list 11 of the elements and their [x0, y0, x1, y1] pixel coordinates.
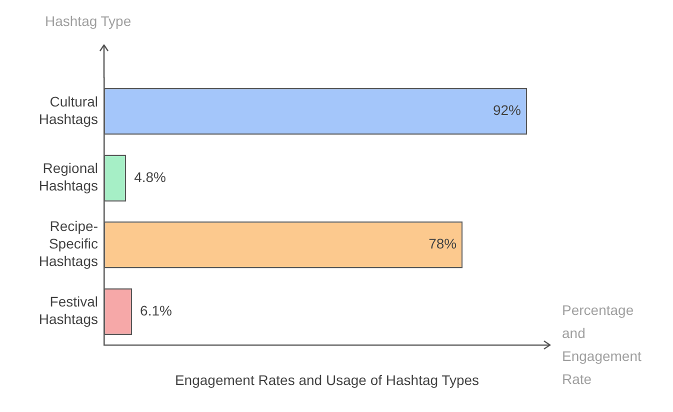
data-label: 4.8% — [134, 168, 166, 185]
data-label: 92% — [492, 102, 522, 118]
data-label: 78% — [428, 236, 457, 252]
x-axis-title: Percentage and Engagement Rate — [562, 302, 642, 387]
data-label: 6.1% — [140, 302, 172, 318]
y-tick-label: Regional Hashtags — [38, 160, 98, 194]
y-tick-label: Festival Hashtags — [38, 294, 98, 328]
text: Engagement Rates and Usage of Hashtag Types — [174, 372, 480, 388]
y-tick-label: Cultural Hashtags — [38, 93, 98, 127]
y-tick-label: Recipe-Specific Hashtags — [38, 218, 98, 270]
y-axis-title: Hashtag Type — [45, 12, 132, 29]
